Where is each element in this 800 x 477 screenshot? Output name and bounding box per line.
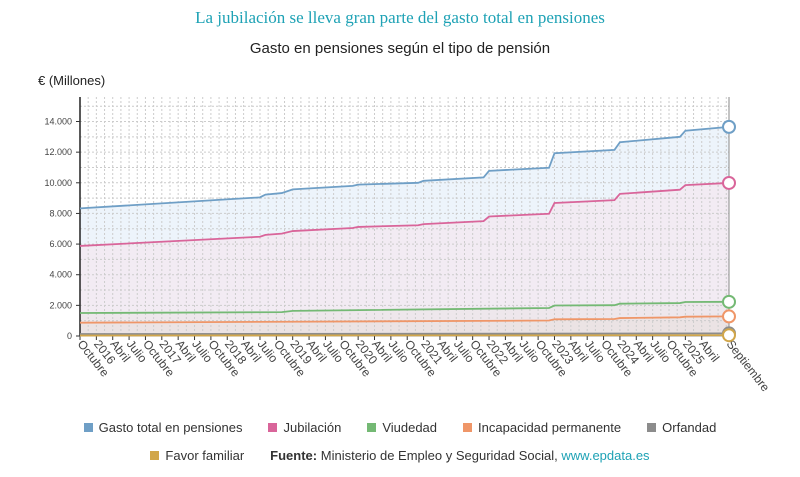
series-end-marker-1 [722,175,736,190]
legend-item[interactable]: Viudedad [367,420,437,435]
source-text: Ministerio de Empleo y Seguridad Social, [320,448,558,463]
y-tick-label: 6.000 [49,239,72,249]
series-line-2 [79,300,730,314]
y-tick-label: 0 [67,331,72,341]
legend-row-2: Favor familiar Fuente: Ministerio de Emp… [0,448,800,463]
source-note: Fuente: Ministerio de Empleo y Seguridad… [270,448,649,463]
y-tick-label: 2.000 [49,300,72,310]
series-line-0 [79,125,730,210]
legend-swatch [367,423,377,432]
y-tick-label: 14.000 [44,117,72,127]
legend-item[interactable]: Gasto total en pensiones [83,420,243,435]
legend-swatch [268,423,278,432]
legend-label: Gasto total en pensiones [98,420,243,435]
legend-swatch [150,451,160,460]
y-tick-label: 4.000 [49,270,72,280]
chart-subtitle: Gasto en pensiones según el tipo de pens… [249,40,551,57]
series-end-marker-5 [722,328,736,343]
legend-label: Viudedad [382,420,438,435]
y-tick-label: 12.000 [44,147,72,157]
legend-label: Jubilación [283,420,342,435]
legend-item[interactable]: Favor familiar [150,448,244,463]
series-end-marker-0 [722,119,736,134]
legend-item[interactable]: Incapacidad permanente [463,420,621,435]
legend-swatch [463,423,473,432]
x-tick-label: Septiembre [724,337,773,394]
chart-title: La jubilación se lleva gran parte del ga… [195,8,605,27]
legend-swatch [83,423,93,432]
legend-item[interactable]: Jubilación [268,420,341,435]
series-end-marker-3 [722,309,736,324]
series-area-3 [80,316,729,336]
series-line-3 [79,315,730,324]
source-label: Fuente: [270,448,318,463]
legend-label: Incapacidad permanente [478,420,622,435]
source-link[interactable]: www.epdata.es [561,448,650,463]
series-line-4 [79,332,730,335]
series-line-1 [79,182,730,247]
y-tick-label: 8.000 [49,208,72,218]
legend-swatch [647,423,657,432]
y-axis-label: € (Millones) [38,73,106,88]
legend-label: Favor familiar [165,448,245,463]
legend-label: Orfandad [662,420,717,435]
chart-plot: 02.0004.0006.0008.00010.00012.00014.000O… [44,97,773,394]
legend-item[interactable]: Orfandad [647,420,716,435]
y-tick-label: 10.000 [44,178,72,188]
series-end-marker-2 [722,294,736,309]
legend: Gasto total en pensiones Jubilación Viuded… [0,420,800,435]
